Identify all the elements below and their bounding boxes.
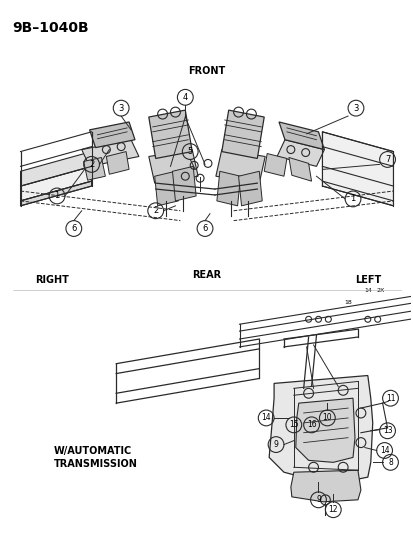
Text: 2X: 2X <box>375 288 384 293</box>
Polygon shape <box>89 122 135 148</box>
Text: 13: 13 <box>382 426 392 435</box>
Polygon shape <box>21 166 91 201</box>
Text: 8: 8 <box>387 458 392 467</box>
Polygon shape <box>215 150 265 183</box>
Text: 12: 12 <box>328 505 337 514</box>
Polygon shape <box>148 110 192 158</box>
Text: 2: 2 <box>153 206 158 215</box>
Polygon shape <box>83 157 105 180</box>
Polygon shape <box>172 166 196 201</box>
Text: 1: 1 <box>54 191 59 200</box>
Text: 14: 14 <box>363 288 371 293</box>
Text: 16: 16 <box>306 421 316 430</box>
Text: 7: 7 <box>384 155 389 164</box>
Polygon shape <box>290 470 360 502</box>
Text: 14: 14 <box>379 446 389 455</box>
Polygon shape <box>81 140 139 166</box>
Text: 3: 3 <box>118 103 123 112</box>
Polygon shape <box>216 171 240 206</box>
Text: 11: 11 <box>385 394 394 403</box>
Text: FRONT: FRONT <box>188 66 225 76</box>
Text: 15: 15 <box>288 421 298 430</box>
Polygon shape <box>322 132 392 206</box>
Polygon shape <box>238 171 261 206</box>
Text: 10: 10 <box>322 414 331 423</box>
Text: 9: 9 <box>315 495 320 504</box>
Polygon shape <box>268 376 372 482</box>
Text: 6: 6 <box>202 224 207 233</box>
Polygon shape <box>21 151 91 186</box>
Text: 14: 14 <box>261 414 271 423</box>
Text: 9B–1040B: 9B–1040B <box>13 21 89 35</box>
Text: 18: 18 <box>343 301 351 305</box>
Text: 3: 3 <box>352 103 358 112</box>
Text: 6: 6 <box>71 224 76 233</box>
Text: 2: 2 <box>89 160 94 169</box>
Text: 1: 1 <box>349 195 355 204</box>
Polygon shape <box>295 398 354 462</box>
Text: 5: 5 <box>187 147 192 156</box>
Text: RIGHT: RIGHT <box>35 275 69 285</box>
Polygon shape <box>21 181 91 206</box>
Polygon shape <box>148 150 198 183</box>
Text: 4: 4 <box>182 93 188 102</box>
Text: W/AUTOMATIC
TRANSMISSION: W/AUTOMATIC TRANSMISSION <box>54 446 138 469</box>
Text: REAR: REAR <box>192 270 221 280</box>
Polygon shape <box>288 157 311 181</box>
Text: LEFT: LEFT <box>354 275 380 285</box>
Polygon shape <box>221 110 263 158</box>
Polygon shape <box>278 122 324 150</box>
Polygon shape <box>154 171 178 206</box>
Polygon shape <box>276 140 324 166</box>
Polygon shape <box>263 154 286 176</box>
Text: 9: 9 <box>273 440 278 449</box>
Polygon shape <box>106 151 129 174</box>
